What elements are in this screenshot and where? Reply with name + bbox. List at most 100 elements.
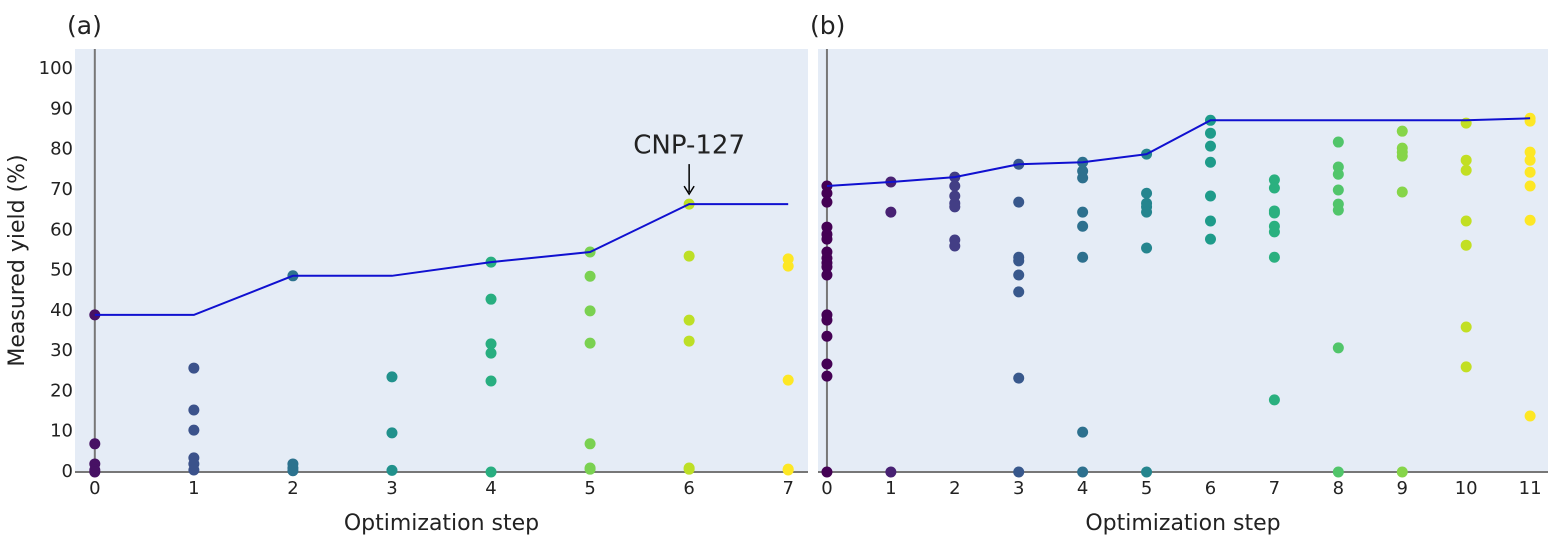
data-point bbox=[821, 330, 833, 342]
x-tick-label: 4 bbox=[485, 478, 496, 499]
data-point bbox=[782, 260, 794, 272]
data-point bbox=[386, 427, 398, 439]
data-point bbox=[584, 337, 596, 349]
data-point bbox=[821, 358, 833, 370]
data-point bbox=[1524, 154, 1536, 166]
data-point bbox=[485, 338, 497, 350]
y-tick-label: 70 bbox=[50, 179, 73, 200]
data-point bbox=[1013, 255, 1025, 267]
data-point bbox=[1141, 206, 1153, 218]
data-point bbox=[1204, 233, 1216, 245]
x-tick-label: 3 bbox=[386, 478, 397, 499]
best-line bbox=[94, 203, 789, 316]
y-tick-label: 10 bbox=[50, 421, 73, 442]
data-point bbox=[1268, 394, 1280, 406]
data-point bbox=[1077, 466, 1089, 478]
x-tick-label: 3 bbox=[1013, 478, 1024, 499]
data-point bbox=[683, 250, 695, 262]
data-point bbox=[584, 305, 596, 317]
data-point bbox=[1396, 186, 1408, 198]
plot-background bbox=[818, 49, 1548, 473]
data-point bbox=[1013, 286, 1025, 298]
data-point bbox=[1013, 372, 1025, 384]
data-point bbox=[821, 233, 833, 245]
x-tick-label: 9 bbox=[1397, 478, 1408, 499]
y-tick-label: 30 bbox=[50, 340, 73, 361]
data-point bbox=[1013, 269, 1025, 281]
x-tick-label: 7 bbox=[782, 478, 793, 499]
data-point bbox=[1332, 204, 1344, 216]
x-tick-label: 0 bbox=[821, 478, 832, 499]
data-point bbox=[1077, 251, 1089, 263]
data-point bbox=[1268, 174, 1280, 186]
data-point bbox=[949, 201, 961, 213]
data-point bbox=[1268, 251, 1280, 263]
data-point bbox=[1013, 466, 1025, 478]
y-axis-label: Measured yield (%) bbox=[5, 154, 30, 366]
data-point bbox=[683, 335, 695, 347]
data-point bbox=[1204, 140, 1216, 152]
data-point bbox=[1460, 239, 1472, 251]
y-tick-label: 50 bbox=[50, 260, 73, 281]
data-point bbox=[1332, 168, 1344, 180]
data-point bbox=[287, 465, 299, 477]
x-tick-label: 4 bbox=[1077, 478, 1088, 499]
x-tick-label: 5 bbox=[1141, 478, 1152, 499]
data-point bbox=[821, 370, 833, 382]
data-point bbox=[1013, 196, 1025, 208]
data-point bbox=[485, 347, 497, 359]
x-tick-label: 5 bbox=[584, 478, 595, 499]
data-point bbox=[1396, 466, 1408, 478]
data-point bbox=[683, 463, 695, 475]
data-point bbox=[1396, 150, 1408, 162]
data-point bbox=[188, 404, 200, 416]
data-point bbox=[949, 240, 961, 252]
y-tick-label: 100 bbox=[39, 58, 73, 79]
data-point bbox=[1460, 154, 1472, 166]
data-point bbox=[584, 270, 596, 282]
annotation: CNP-127 bbox=[633, 131, 745, 161]
data-point bbox=[821, 187, 833, 199]
data-point bbox=[949, 180, 961, 192]
data-point bbox=[1524, 146, 1536, 158]
data-point bbox=[386, 371, 398, 383]
y-tick-label: 80 bbox=[50, 139, 73, 160]
data-point bbox=[821, 269, 833, 281]
data-point bbox=[1396, 125, 1408, 137]
x-tick-label: 6 bbox=[683, 478, 694, 499]
x-tick-label: 6 bbox=[1205, 478, 1216, 499]
x-tick-label: 2 bbox=[949, 478, 960, 499]
data-point bbox=[584, 463, 596, 475]
data-point bbox=[782, 464, 794, 476]
data-point bbox=[584, 438, 596, 450]
data-point bbox=[1524, 214, 1536, 226]
data-point bbox=[1077, 426, 1089, 438]
data-point bbox=[386, 464, 398, 476]
data-point bbox=[1077, 220, 1089, 232]
panel-title: (a) bbox=[67, 11, 102, 40]
data-point bbox=[1460, 321, 1472, 333]
data-point bbox=[1141, 466, 1153, 478]
y-tick-label: 40 bbox=[50, 300, 73, 321]
x-tick-label: 1 bbox=[885, 478, 896, 499]
panel-title: (b) bbox=[810, 11, 845, 40]
data-point bbox=[885, 466, 897, 478]
best-line bbox=[826, 117, 1531, 187]
x-tick-label: 1 bbox=[188, 478, 199, 499]
data-point bbox=[485, 375, 497, 387]
data-point bbox=[885, 206, 897, 218]
data-point bbox=[89, 466, 101, 478]
x-tick-label: 7 bbox=[1269, 478, 1280, 499]
data-point bbox=[1460, 361, 1472, 373]
data-point bbox=[1204, 127, 1216, 139]
data-point bbox=[683, 314, 695, 326]
data-point bbox=[1268, 226, 1280, 238]
data-point bbox=[1204, 190, 1216, 202]
x-axis-label: Optimization step bbox=[344, 511, 539, 536]
y-tick-label: 90 bbox=[50, 98, 73, 119]
data-point bbox=[782, 374, 794, 386]
data-point bbox=[188, 362, 200, 374]
x-tick-label: 2 bbox=[287, 478, 298, 499]
data-point bbox=[1204, 156, 1216, 168]
